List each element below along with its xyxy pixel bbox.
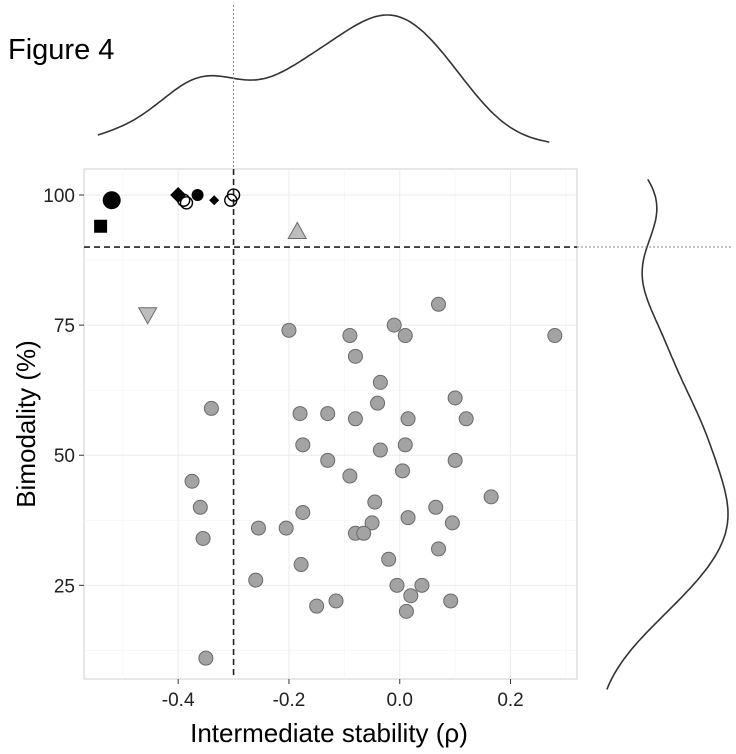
data-point [458,411,474,427]
data-point [177,193,191,207]
data-point [342,328,358,344]
y-tick-label: 100 [43,186,75,207]
data-point [397,328,413,344]
data-point [372,374,388,390]
data-point [292,406,308,422]
reference-lines [84,5,733,679]
data-point [447,390,463,406]
data-point [137,307,158,325]
data-point [203,400,219,416]
x-tick-label: 0.0 [387,690,413,711]
x-axis-title: Intermediate stability (ρ) [190,718,468,748]
data-point [347,348,363,364]
data-point [389,577,405,593]
data-point [293,557,309,573]
right-density-curve [606,179,729,690]
data-point [309,598,325,614]
data-point [281,322,297,338]
data-point [295,437,311,453]
data-point [191,189,204,202]
data-point [395,463,411,479]
data-point [209,195,220,206]
data-point [370,395,386,411]
data-point [483,489,499,505]
data-point [356,525,372,541]
data-point [403,588,419,604]
data-point [224,193,238,207]
y-tick-label: 25 [54,576,75,597]
figure-label: Figure 4 [8,34,115,66]
y-tick-label: 75 [54,316,75,337]
data-point [198,650,214,666]
data-point [372,442,388,458]
x-tick-label: -0.2 [273,690,306,711]
data-point [400,510,416,526]
data-point [295,504,311,520]
data-point [102,191,121,210]
data-point [278,520,294,536]
data-point [94,219,108,233]
data-point [386,317,402,333]
data-points [94,187,563,666]
data-point [414,577,430,593]
data-point [443,593,459,609]
data-point [431,541,447,557]
data-point [184,473,200,489]
x-tick-label: 0.2 [497,690,523,711]
plot-panel [83,168,578,680]
data-point [397,437,413,453]
y-axis-title: Bimodality (%) [11,340,41,508]
data-point [320,406,336,422]
data-point [367,494,383,510]
data-point [250,520,266,536]
top-marginal-density [97,14,550,143]
right-marginal-density [606,179,729,690]
data-point [547,328,563,344]
data-point [364,515,380,531]
data-point [381,551,397,567]
data-point [179,196,194,210]
data-point [195,530,211,546]
data-point [320,452,336,468]
data-point [428,499,444,515]
y-axis-ticks: 25 50 75 100 [43,186,84,597]
data-point [287,221,308,239]
data-point [400,411,416,427]
x-tick-label: -0.4 [162,690,195,711]
top-density-curve [97,14,550,143]
x-axis-ticks: -0.4 -0.2 0.0 0.2 [162,679,524,711]
data-point [192,499,208,515]
y-tick-label: 50 [54,446,75,467]
data-point [342,468,358,484]
data-point [444,515,460,531]
data-point [431,296,447,312]
data-point [328,593,344,609]
data-point [248,572,264,588]
data-point [447,452,463,468]
data-point [398,603,414,619]
data-point [347,411,363,427]
